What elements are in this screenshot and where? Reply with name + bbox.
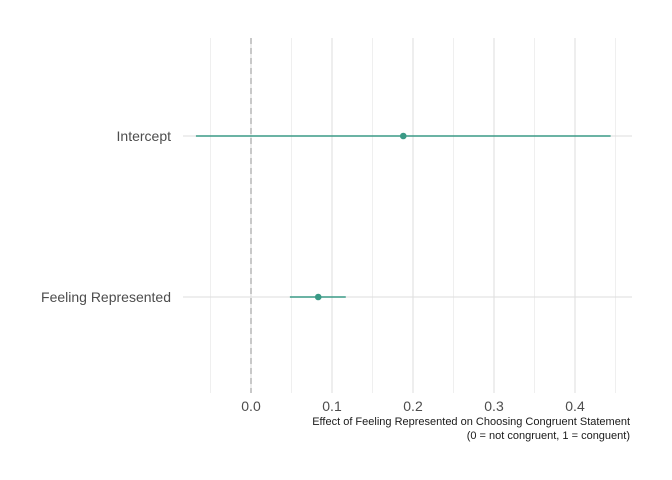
category-label-feeling-represented: Feeling Represented — [41, 289, 171, 305]
point-estimate-intercept — [399, 132, 407, 140]
estimate-marks — [195, 132, 611, 301]
x-axis-title-line-2: (0 = not congruent, 1 = conguent) — [467, 430, 630, 442]
x-tick-label-2: 0.2 — [403, 398, 423, 414]
minor-gridlines — [210, 38, 616, 393]
category-label-intercept: Intercept — [117, 128, 172, 144]
x-tick-labels: 0.0 0.1 0.2 0.3 0.4 — [241, 398, 585, 414]
category-labels: Intercept Feeling Represented — [41, 128, 171, 305]
x-tick-label-4: 0.4 — [565, 398, 585, 414]
x-tick-label-1: 0.1 — [322, 398, 342, 414]
x-tick-label-0: 0.0 — [241, 398, 261, 414]
x-axis-title-line-1: Effect of Feeling Represented on Choosin… — [312, 416, 630, 428]
x-tick-label-3: 0.3 — [484, 398, 504, 414]
point-estimate-feeling-represented — [314, 293, 322, 301]
